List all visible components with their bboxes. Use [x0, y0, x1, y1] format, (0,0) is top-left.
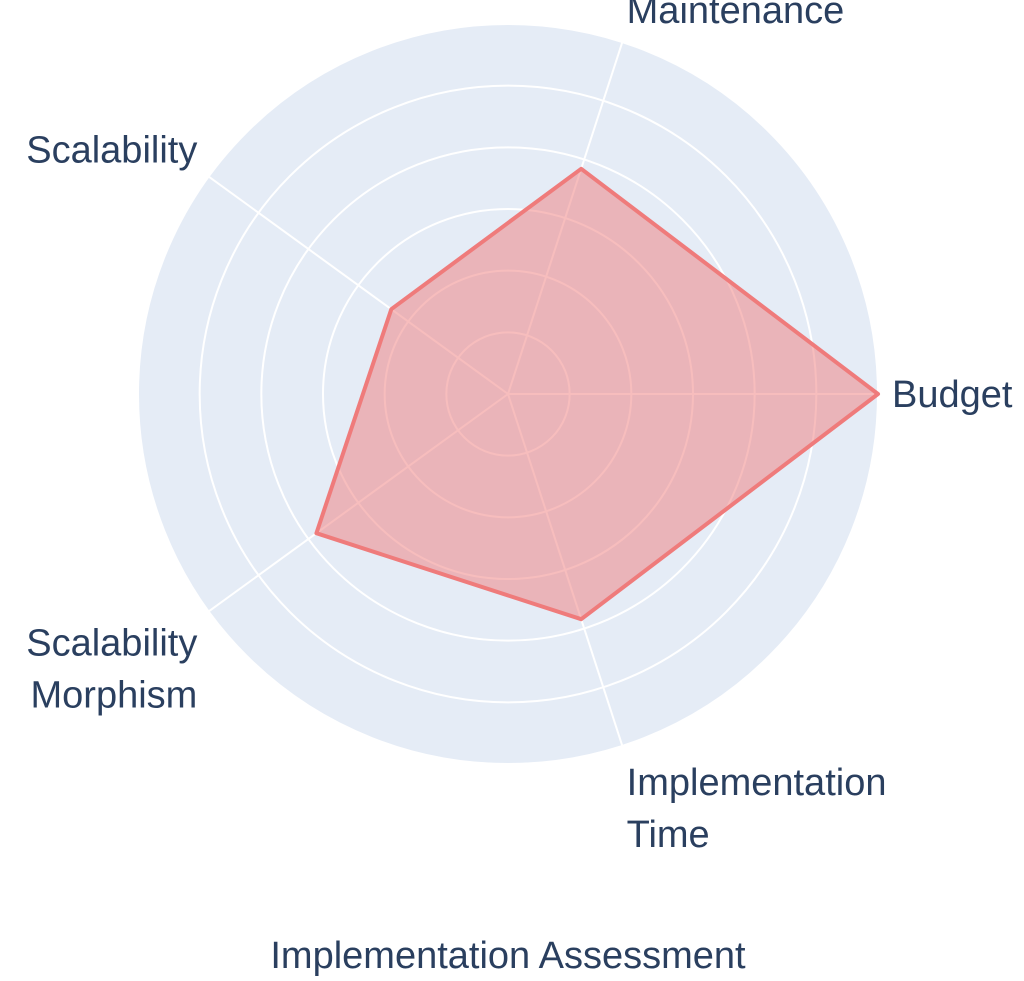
axis-label: Maintenance [627, 0, 845, 32]
axis-label: Scalability [26, 129, 197, 171]
axis-label: Implementation Time [627, 762, 887, 856]
axis-label: Scalability Morphism [26, 623, 197, 717]
series-area [314, 166, 880, 622]
axis-label-line: Morphism [31, 675, 198, 717]
axis-label-line: Time [627, 814, 710, 856]
axis-label-line: Budget [892, 374, 1013, 416]
axis-labels: Budget Maintenance Scalability Scalability M… [26, 0, 1013, 856]
axis-label: Budget [892, 374, 1013, 416]
chart-title: Implementation Assessment [270, 935, 746, 977]
series-polygon [314, 166, 880, 622]
axis-label-line: Maintenance [627, 0, 845, 32]
axis-label-line: Scalability [26, 129, 197, 171]
axis-label-line: Scalability [26, 623, 197, 665]
axis-label-line: Implementation [627, 762, 887, 804]
